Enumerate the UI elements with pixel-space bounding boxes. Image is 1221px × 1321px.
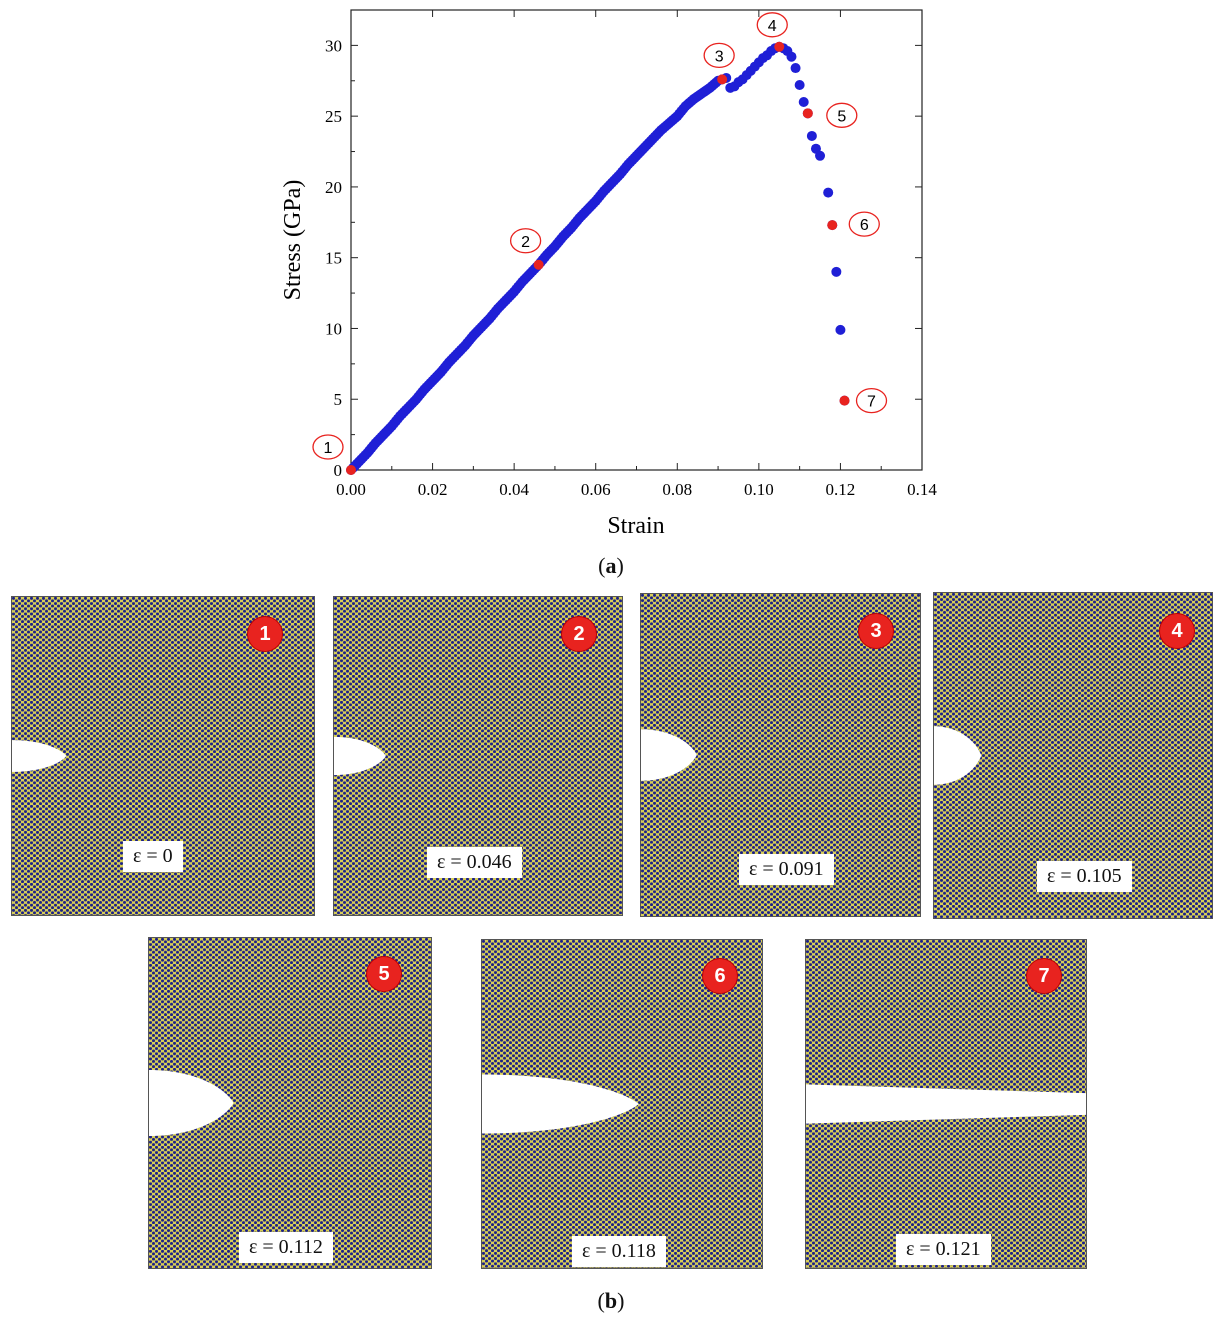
highlight-point — [533, 259, 544, 270]
point-label: 5 — [837, 108, 846, 125]
strain-label: ε = 0.091 — [739, 854, 834, 885]
highlight-point — [346, 465, 356, 475]
strain-label: ε = 0.105 — [1037, 861, 1132, 892]
strain-label: ε = 0 — [123, 841, 183, 872]
snapshot-panel-3: 3 ε = 0.091 — [640, 593, 921, 917]
data-point — [806, 130, 817, 141]
snapshot-panel-5: 5 ε = 0.112 — [148, 937, 432, 1269]
point-label: 7 — [867, 394, 876, 411]
atom-lattice — [806, 940, 1086, 1268]
x-tick-label: 0.12 — [826, 480, 856, 499]
snapshot-badge: 4 — [1160, 614, 1194, 648]
data-point — [786, 51, 797, 62]
snapshot-panel-1: 1 ε = 0 — [11, 596, 315, 916]
caption-a: (a) — [598, 553, 624, 578]
y-tick-label: 5 — [334, 390, 343, 409]
point-label-circle — [312, 434, 344, 460]
strain-label: ε = 0.046 — [427, 847, 522, 878]
crack — [934, 726, 982, 785]
x-tick-label: 0.00 — [336, 480, 366, 499]
data-point — [794, 80, 805, 91]
strain-label: ε = 0.118 — [572, 1236, 666, 1267]
x-tick-label: 0.06 — [581, 480, 611, 499]
point-label: 1 — [324, 440, 333, 457]
highlight-point — [839, 395, 850, 406]
y-axis-label: Stress (GPa) — [280, 180, 306, 301]
x-tick-label: 0.14 — [907, 480, 937, 499]
point-label-circle — [855, 387, 888, 414]
snapshot-panel-7: 7 ε = 0.121 — [805, 939, 1087, 1269]
point-label: 2 — [521, 234, 530, 251]
strain-label: ε = 0.112 — [239, 1232, 333, 1263]
point-label-circle — [756, 12, 788, 38]
snapshot-badge: 6 — [703, 959, 737, 993]
snapshot-badge: 5 — [367, 957, 401, 991]
point-label: 3 — [715, 48, 724, 65]
data-point — [815, 150, 826, 161]
y-tick-label: 0 — [334, 461, 343, 480]
atom-lattice — [482, 940, 762, 1268]
data-point — [835, 324, 846, 335]
highlighted-points: 1 2 3 4 5 6 7 — [312, 12, 888, 475]
point-label-circle — [848, 211, 880, 237]
y-tick-label: 20 — [325, 178, 342, 197]
point-label-circle — [509, 228, 542, 254]
snapshot-badge: 7 — [1027, 959, 1061, 993]
point-label-circle — [703, 42, 735, 69]
crack — [334, 736, 386, 776]
data-points — [346, 41, 850, 475]
snapshot-panel-6: 6 ε = 0.118 — [481, 939, 763, 1269]
caption-b: (b) — [597, 1288, 625, 1313]
stress-strain-chart: 0.00 0.02 0.04 0.06 0.08 0.10 0.12 0.14 0510152… — [280, 9, 937, 539]
snapshot-badge: 3 — [859, 614, 893, 648]
highlight-point — [802, 108, 813, 119]
crack — [641, 729, 697, 781]
x-tick-label: 0.04 — [499, 480, 529, 499]
x-tick-label: 0.10 — [744, 480, 774, 499]
highlight-point — [827, 220, 838, 231]
crack — [12, 740, 67, 772]
snapshot-panel-2: 2 ε = 0.046 — [333, 596, 623, 916]
data-point — [831, 266, 842, 277]
x-tick-label: 0.02 — [418, 480, 448, 499]
crack — [482, 1074, 639, 1134]
point-label-circle — [826, 102, 858, 128]
snapshot-badge: 1 — [248, 617, 282, 651]
x-tick-label: 0.08 — [662, 480, 692, 499]
plot-frame — [350, 9, 923, 471]
y-tick-label: 15 — [325, 249, 342, 268]
snapshot-badge: 2 — [562, 617, 596, 651]
data-point — [823, 187, 834, 198]
highlight-point — [717, 74, 728, 85]
highlight-point — [774, 41, 785, 52]
data-point — [790, 63, 801, 74]
y-tick-label: 10 — [325, 319, 342, 338]
atom-lattice — [149, 938, 431, 1268]
data-point — [798, 97, 809, 107]
point-label: 6 — [860, 217, 869, 234]
strain-label: ε = 0.121 — [896, 1234, 991, 1265]
crack — [149, 1070, 234, 1136]
point-label: 4 — [768, 18, 777, 35]
x-axis-ticks: 0.00 0.02 0.04 0.06 0.08 0.10 0.12 0.14 — [336, 10, 937, 499]
crack — [806, 1084, 1086, 1124]
y-tick-label: 25 — [325, 107, 342, 126]
snapshot-panel-4: 4 ε = 0.105 — [933, 592, 1213, 919]
y-tick-label: 30 — [325, 36, 342, 55]
x-axis-label: Strain — [607, 513, 664, 539]
